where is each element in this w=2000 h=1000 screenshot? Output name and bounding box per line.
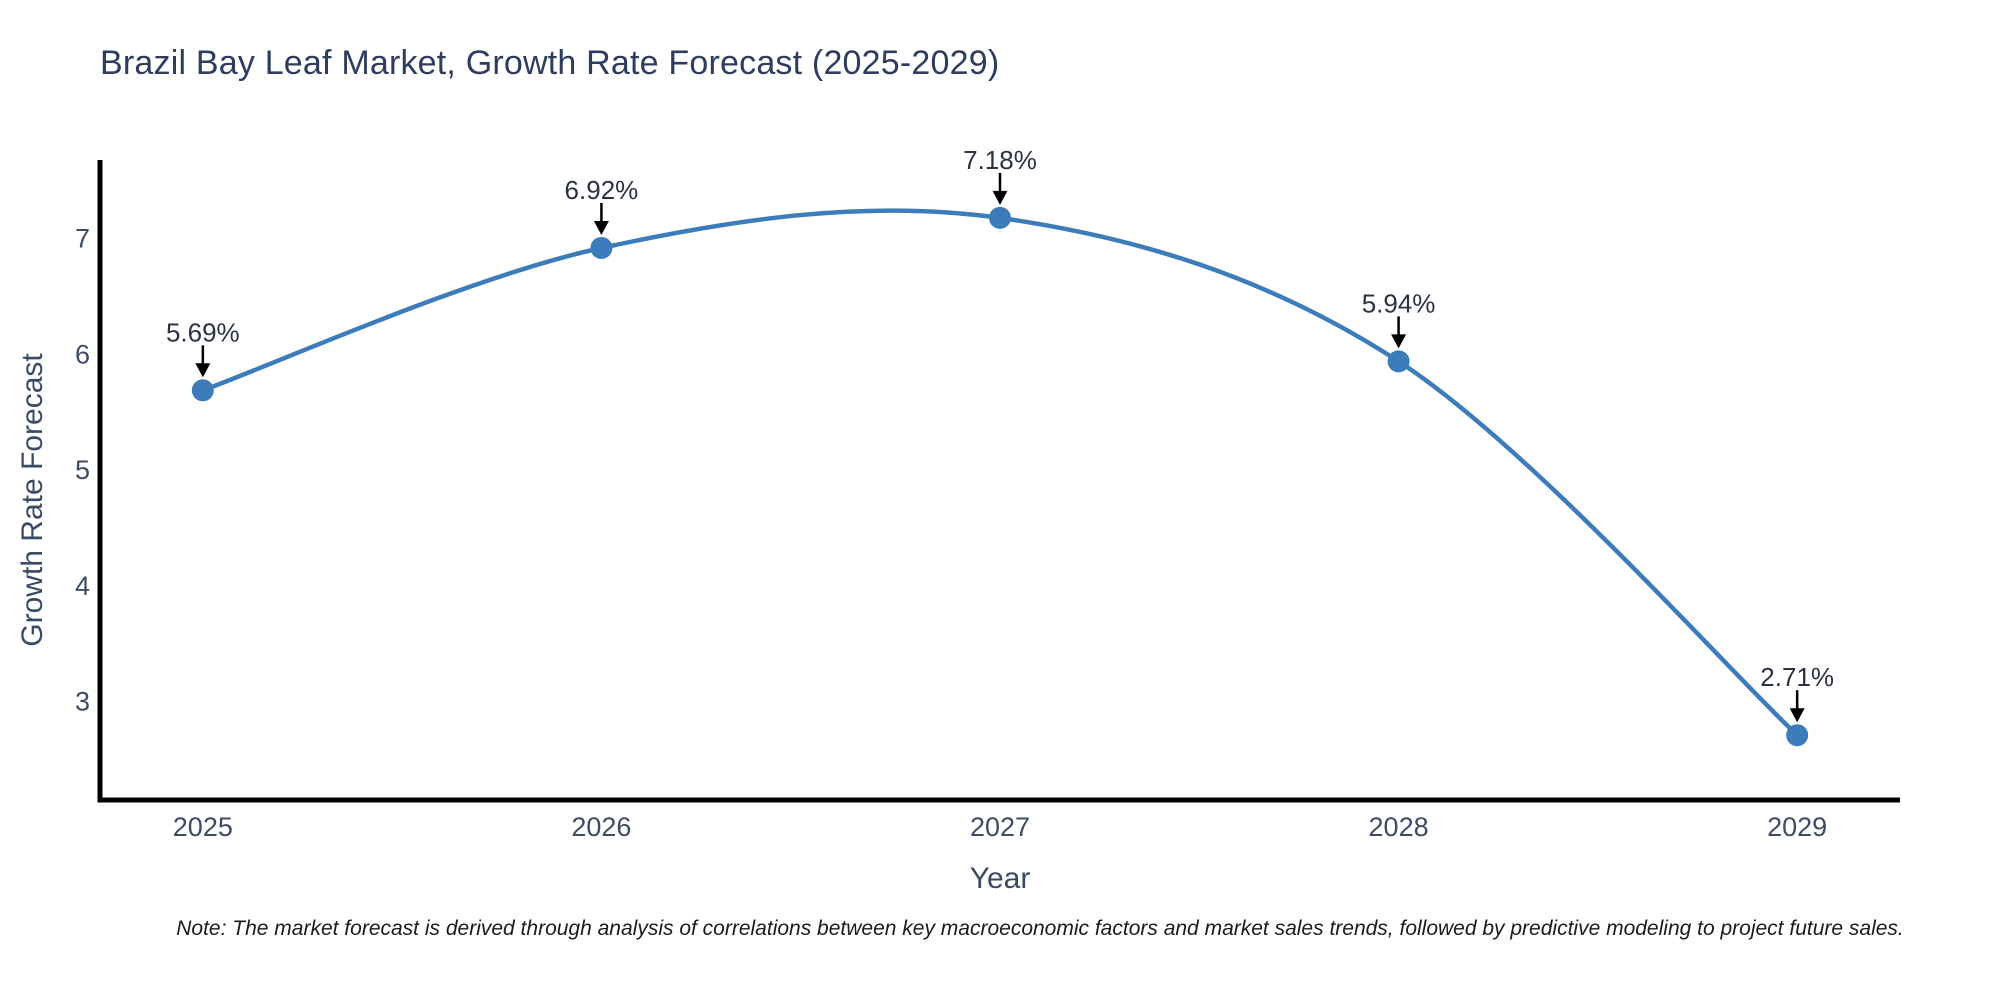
x-tick-label: 2025 [173, 812, 233, 842]
chart-title: Brazil Bay Leaf Market, Growth Rate Fore… [100, 44, 1000, 82]
annotation-label: 7.18% [963, 145, 1037, 175]
x-tick-label: 2026 [571, 812, 631, 842]
y-tick-label: 5 [75, 455, 90, 485]
y-tick-label: 7 [75, 224, 90, 254]
x-tick-label: 2029 [1767, 812, 1827, 842]
y-tick-label: 3 [75, 687, 90, 717]
x-tick-label: 2027 [970, 812, 1030, 842]
data-point-marker [191, 379, 214, 402]
annotation-label: 5.69% [166, 317, 240, 347]
footnote: Note: The market forecast is derived thr… [176, 917, 1904, 940]
annotation-arrowhead [1391, 334, 1407, 349]
y-tick-label: 4 [75, 571, 90, 601]
x-axis-title: Year [969, 862, 1031, 895]
data-point-marker [1786, 724, 1809, 747]
forecast-line [200, 208, 1800, 738]
annotation-arrowhead [1789, 708, 1805, 723]
annotation-arrowhead [992, 190, 1008, 205]
annotation-label: 6.92% [565, 175, 639, 205]
data-point-marker [1387, 350, 1410, 373]
annotation-arrowhead [593, 220, 609, 235]
annotation-label: 2.71% [1760, 662, 1834, 692]
annotation-label: 5.94% [1362, 288, 1436, 318]
x-tick-label: 2028 [1369, 812, 1429, 842]
y-tick-label: 6 [75, 339, 90, 369]
data-point-marker [590, 236, 613, 259]
annotation-arrowhead [195, 363, 211, 378]
data-point-marker [989, 206, 1011, 229]
